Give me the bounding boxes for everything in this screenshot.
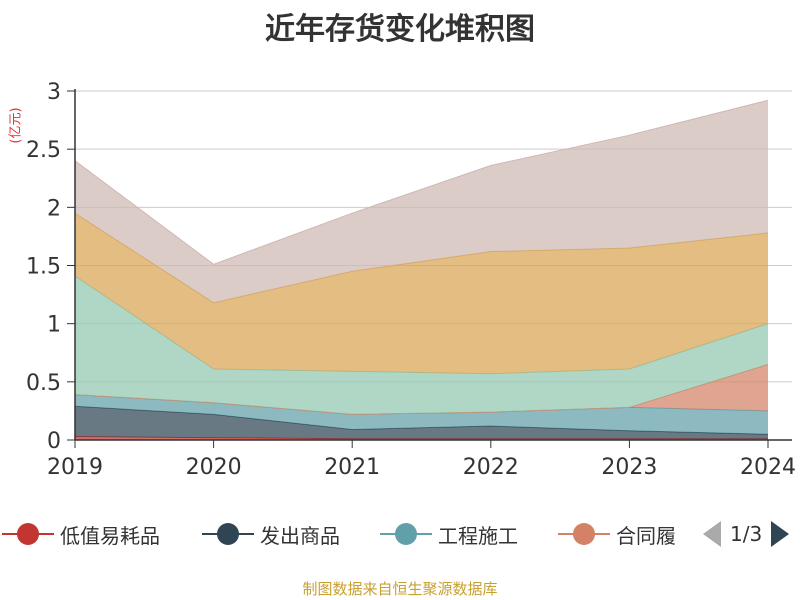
area-series-4: [75, 276, 768, 415]
legend-label: 低值易耗品: [60, 523, 160, 548]
y-tick-label: 1.5: [26, 255, 61, 280]
area-series-6: [75, 100, 768, 303]
area-series-layer: [74, 99, 769, 440]
tick-labels: 0 0.5 1 1.5 2 2.5 3 2019 2020 2021 2022 2023 2024: [26, 80, 796, 480]
arrow-right-icon: [771, 521, 790, 547]
legend-item-low-value-consumables[interactable]: 低值易耗品: [2, 514, 160, 554]
legend-label: 合同履: [616, 523, 676, 548]
legend-prev-button[interactable]: [700, 514, 724, 554]
area-series-2: [75, 394, 768, 435]
legend-next-button[interactable]: [768, 514, 792, 554]
area-series-5: [75, 213, 768, 374]
legend-page-indicator: 1/3: [730, 522, 763, 546]
axes: [67, 89, 792, 448]
y-tick-label: 3: [47, 80, 61, 105]
legend-marker-icon: [202, 522, 254, 546]
y-tick-label: 0: [47, 429, 61, 454]
legend-marker-icon: [380, 522, 432, 546]
area-series-1: [75, 406, 768, 439]
x-tick-label: 2022: [463, 455, 519, 480]
x-tick-label: 2023: [601, 455, 657, 480]
y-tick-label: 2.5: [26, 138, 61, 163]
legend-label: 工程施工: [438, 523, 518, 548]
legend-marker-icon: [558, 522, 610, 546]
x-tick-label: 2019: [47, 455, 103, 480]
legend-item-construction[interactable]: 工程施工: [380, 514, 518, 554]
x-tick-label: 2020: [186, 455, 242, 480]
x-tick-label: 2024: [740, 455, 796, 480]
data-source-note: 制图数据来自恒生聚源数据库: [302, 580, 498, 598]
legend: 低值易耗品 发出商品 工程施工 合同履: [0, 514, 800, 554]
y-tick-label: 2: [47, 196, 61, 221]
arrow-left-icon: [703, 521, 721, 547]
series-line-6: [74, 99, 769, 265]
chart-title: 近年存货变化堆积图: [265, 12, 535, 47]
legend-marker-icon: [2, 522, 54, 546]
legend-label: 发出商品: [260, 523, 340, 548]
legend-item-goods-shipped[interactable]: 发出商品: [202, 514, 340, 554]
x-tick-label: 2021: [324, 455, 380, 480]
legend-pager: 1/3: [700, 514, 792, 554]
y-tick-label: 0.5: [26, 371, 61, 396]
y-tick-label: 1: [47, 313, 61, 338]
legend-item-contract[interactable]: 合同履: [558, 514, 684, 554]
